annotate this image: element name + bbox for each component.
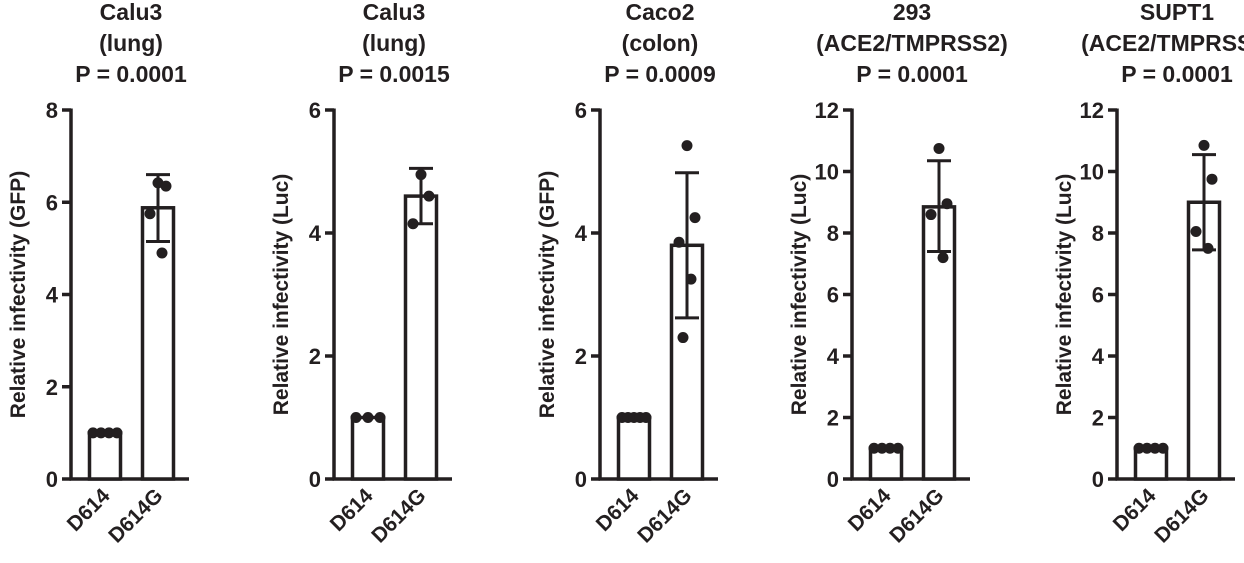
y-tick-label: 0	[575, 467, 587, 492]
y-tick-label: 2	[1092, 406, 1104, 431]
y-tick-label: 6	[827, 283, 839, 308]
y-axis-label: Relative infectivity (GFP)	[7, 171, 30, 418]
chart-title-line-2: (ACE2/TMPRSS2)	[1081, 30, 1244, 56]
y-tick-label: 6	[309, 98, 321, 123]
data-point-d614g	[160, 180, 172, 192]
chart-title-line-1: Caco2	[625, 0, 694, 25]
x-tick-label-d614g: D614G	[104, 484, 167, 547]
data-point-d614	[362, 412, 374, 423]
x-tick-label-d614g: D614G	[633, 484, 696, 547]
data-point-d614	[1149, 442, 1161, 454]
data-point-d614	[111, 427, 123, 439]
chart-title-line-3: P = 0.0009	[604, 61, 716, 87]
y-tick-label: 4	[309, 221, 322, 246]
y-tick-label: 4	[575, 221, 588, 246]
chart-title-line-2: (colon)	[622, 30, 699, 56]
data-point-d614	[1157, 442, 1169, 454]
y-tick-label: 0	[827, 467, 839, 492]
data-point-d614	[374, 412, 386, 423]
y-tick-label: 10	[815, 160, 839, 185]
data-point-d614g	[1206, 173, 1218, 185]
chart-title-line-3: P = 0.0001	[75, 61, 187, 87]
y-axis-label: Relative infectivity (Luc)	[270, 174, 293, 416]
chart-title-line-2: (lung)	[362, 30, 426, 56]
chart-panel-4: 293 (ACE2/TMPRSS2) P = 0.0001 Relative infe…	[788, 0, 1008, 548]
y-tick-label: 0	[1092, 467, 1104, 492]
y-tick-label: 8	[46, 98, 58, 123]
y-axis-label: Relative infectivity (Luc)	[788, 174, 811, 416]
chart-title-line-2: (ACE2/TMPRSS2)	[816, 30, 1008, 56]
y-axis-label: Relative infectivity (GFP)	[536, 171, 559, 418]
y-tick-label: 8	[827, 221, 839, 246]
y-tick-label: 6	[1092, 283, 1104, 308]
data-point-d614g	[925, 209, 937, 221]
data-point-d614	[350, 412, 362, 423]
y-tick-label: 12	[815, 98, 839, 123]
data-point-d614g	[407, 218, 419, 230]
y-tick-label: 2	[575, 344, 587, 369]
data-point-d614	[103, 427, 115, 439]
chart-panel-5: SUPT1 (ACE2/TMPRSS2) P = 0.0001 Relative in…	[1053, 0, 1244, 548]
y-tick-label: 4	[827, 344, 840, 369]
data-point-d614g	[144, 208, 156, 220]
data-point-d614	[876, 442, 888, 454]
data-point-d614g	[685, 273, 697, 285]
x-tick-label-d614g: D614G	[1150, 484, 1213, 547]
y-tick-label: 6	[575, 98, 587, 123]
data-point-d614g	[677, 332, 689, 344]
chart-title-line-1: Calu3	[100, 0, 163, 25]
data-point-d614	[95, 427, 107, 439]
data-point-d614g	[1190, 225, 1202, 237]
chart-title-line-3: P = 0.0015	[338, 61, 450, 87]
y-tick-label: 0	[309, 467, 321, 492]
y-tick-label: 2	[46, 375, 58, 400]
y-axis-label: Relative infectivity (Luc)	[1053, 174, 1076, 416]
data-point-d614g	[1202, 242, 1214, 254]
y-tick-label: 12	[1080, 98, 1104, 123]
data-point-d614g	[1198, 139, 1210, 151]
bar-d614	[616, 415, 652, 481]
data-point-d614	[1141, 442, 1153, 454]
data-point-d614g	[423, 190, 435, 202]
bar-d614g	[140, 206, 176, 481]
chart-title-line-1: 293	[893, 0, 931, 25]
y-tick-label: 6	[46, 190, 58, 215]
data-point-d614g	[937, 252, 949, 264]
data-point-d614	[1133, 442, 1145, 454]
data-point-d614	[640, 412, 652, 423]
y-tick-label: 4	[1092, 344, 1105, 369]
data-point-d614g	[156, 247, 168, 259]
bar-d614	[87, 431, 123, 481]
data-point-d614g	[681, 140, 693, 152]
y-tick-label: 4	[46, 283, 59, 308]
data-point-d614	[868, 442, 880, 454]
chart-panel-3: Caco2 (colon) P = 0.0009 Relative infectivi…	[536, 0, 718, 548]
data-point-d614g	[415, 169, 427, 181]
data-point-d614	[884, 442, 896, 454]
bar-d614	[350, 415, 386, 481]
data-point-d614	[892, 442, 904, 454]
bar-d614g	[403, 194, 439, 481]
data-point-d614g	[673, 236, 685, 248]
x-tick-label-d614g: D614G	[367, 484, 430, 547]
chart-title-line-3: P = 0.0001	[856, 61, 968, 87]
chart-title-line-1: SUPT1	[1140, 0, 1214, 25]
chart-title-line-2: (lung)	[99, 30, 163, 56]
y-tick-label: 8	[1092, 221, 1104, 246]
data-point-d614g	[941, 198, 953, 210]
data-point-d614g	[689, 212, 701, 224]
x-tick-label-d614g: D614G	[885, 484, 948, 547]
data-point-d614	[87, 427, 99, 439]
chart-title-line-1: Calu3	[363, 0, 426, 25]
y-tick-label: 0	[46, 467, 58, 492]
y-tick-label: 10	[1080, 160, 1104, 185]
y-tick-label: 2	[827, 406, 839, 431]
chart-panel-1: Calu3 (lung) P = 0.0001 Relative infectivit…	[7, 0, 189, 548]
chart-title-line-3: P = 0.0001	[1121, 61, 1233, 87]
y-tick-label: 2	[309, 344, 321, 369]
chart-panel-2: Calu3 (lung) P = 0.0015 Relative infectivit…	[270, 0, 452, 548]
data-point-d614g	[933, 142, 945, 154]
